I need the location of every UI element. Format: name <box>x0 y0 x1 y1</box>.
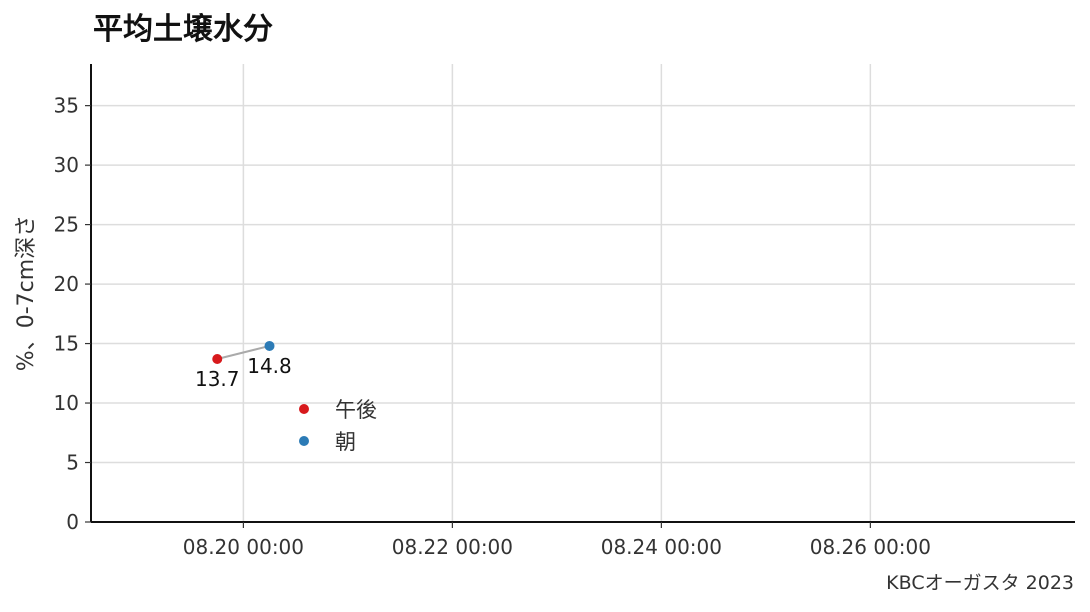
y-tick-label: 10 <box>54 391 79 415</box>
y-tick-label: 15 <box>54 332 79 356</box>
x-tick-label: 08.26 00:00 <box>810 535 931 559</box>
y-axis-ticks: 0 5 10 15 20 25 30 35 <box>54 94 91 534</box>
x-tick-label: 08.22 00:00 <box>392 535 513 559</box>
data-point <box>212 354 223 365</box>
x-axis-ticks: 08.20 00:00 08.22 00:00 08.24 00:00 08.26 0… <box>183 522 931 559</box>
grid-lines <box>91 64 1075 522</box>
legend-label: 午後 <box>335 398 377 422</box>
y-tick-label: 35 <box>54 94 79 118</box>
axes <box>90 64 1075 523</box>
y-axis-label: %、0-7cm深さ <box>14 215 39 371</box>
y-tick-label: 20 <box>54 272 79 296</box>
chart-title: 平均土壌水分 <box>93 12 273 47</box>
legend: 午後朝 <box>299 398 377 454</box>
connector-line <box>217 344 270 360</box>
legend-marker <box>299 435 309 446</box>
legend-marker <box>299 403 309 414</box>
x-tick-label: 08.20 00:00 <box>183 535 304 559</box>
data-label: 14.8 <box>247 354 292 378</box>
y-tick-label: 25 <box>54 213 79 237</box>
x-tick-label: 08.24 00:00 <box>601 535 722 559</box>
data-point <box>264 340 275 351</box>
legend-label: 朝 <box>335 430 356 454</box>
data-label: 13.7 <box>195 367 240 391</box>
y-tick-label: 0 <box>66 510 79 534</box>
y-tick-label: 5 <box>66 451 79 475</box>
y-tick-label: 30 <box>54 153 79 177</box>
chart-caption: KBCオーガスタ 2023 <box>886 572 1074 594</box>
data-marks: 13.7 14.8 <box>195 340 292 391</box>
